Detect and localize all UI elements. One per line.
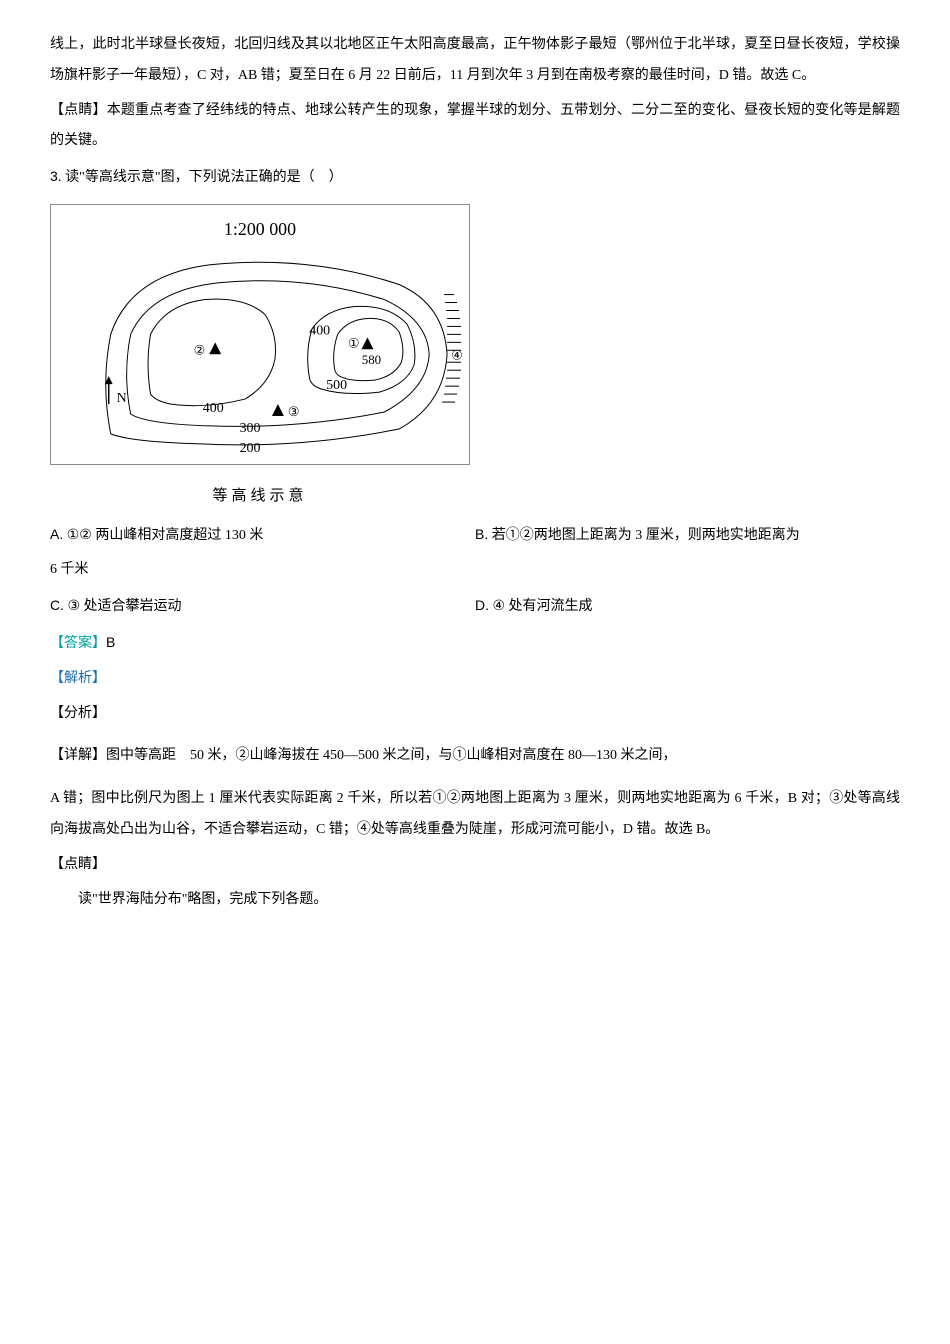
xiangjie-text-1: 图中等高距 50 米，②山峰海拔在 450—500 米之间，与①山峰相对高度在 …	[106, 748, 677, 763]
marker-2: ②	[194, 342, 206, 357]
contour-diagram: 1:200 000 200 300 400 400 500 ① 580 ② ③	[50, 204, 470, 513]
label-400-right: 400	[309, 323, 330, 338]
option-a-text: ①② 两山峰相对高度超过 130 米	[67, 528, 264, 543]
option-a: A. ①② 两山峰相对高度超过 130 米	[50, 519, 475, 552]
fenxi-line: 【分析】	[50, 699, 900, 730]
option-c-text: ③ 处适合攀岩运动	[68, 599, 182, 614]
option-c: C. ③ 处适合攀岩运动	[50, 590, 475, 623]
option-b-label: B.	[475, 526, 488, 542]
marker-1: ①	[348, 335, 360, 350]
label-200: 200	[240, 441, 261, 456]
label-400-left: 400	[203, 401, 224, 416]
marker-3: ③	[288, 404, 300, 419]
contour-svg: 1:200 000 200 300 400 400 500 ① 580 ② ③	[50, 204, 470, 465]
answer-label: 【答案】	[50, 636, 106, 651]
label-500: 500	[326, 378, 347, 393]
label-300: 300	[240, 421, 261, 436]
option-d-text: ④ 处有河流生成	[493, 599, 593, 614]
options-row-2: C. ③ 处适合攀岩运动 D. ④ 处有河流生成	[50, 590, 900, 623]
question-3-stem: 3. 读"等高线示意"图，下列说法正确的是（ ）	[50, 161, 900, 194]
option-b-continuation: 6 千米	[50, 555, 900, 586]
dianqing-text: 本题重点考查了经纬线的特点、地球公转产生的现象，掌握半球的划分、五带划分、二分二…	[50, 103, 900, 149]
label-580: 580	[362, 352, 381, 367]
option-a-label: A.	[50, 526, 63, 542]
options-row-1: A. ①② 两山峰相对高度超过 130 米 B. 若①②两地图上距离为 3 厘米…	[50, 519, 900, 552]
q3-number: 3.	[50, 168, 62, 184]
scale-text: 1:200 000	[224, 219, 296, 239]
dianqing2-line: 【点睛】	[50, 850, 900, 881]
dianqing-paragraph: 【点睛】本题重点考查了经纬线的特点、地球公转产生的现象，掌握半球的划分、五带划分…	[50, 96, 900, 158]
last-paragraph: 读"世界海陆分布"略图，完成下列各题。	[50, 885, 900, 916]
xiangjie-label: 【详解】	[50, 748, 106, 763]
jiexi-line: 【解析】	[50, 664, 900, 695]
option-b-text: 若①②两地图上距离为 3 厘米，则两地实地距离为	[492, 528, 800, 543]
fenxi-label: 【分析】	[50, 706, 106, 721]
jiexi-label: 【解析】	[50, 671, 106, 686]
option-d-label: D.	[475, 597, 489, 613]
diagram-caption: 等高线示意	[50, 480, 470, 513]
xiangjie-line-2: A 错；图中比例尺为图上 1 厘米代表实际距离 2 千米，所以若①②两地图上距离…	[50, 784, 900, 846]
dianqing2-label: 【点睛】	[50, 857, 106, 872]
option-c-label: C.	[50, 597, 64, 613]
answer-line: 【答案】B	[50, 627, 900, 660]
intro-paragraph: 线上，此时北半球昼长夜短，北回归线及其以北地区正午太阳高度最高，正午物体影子最短…	[50, 30, 900, 92]
q3-stem-text: 读"等高线示意"图，下列说法正确的是（ ）	[65, 170, 342, 185]
xiangjie-line-1: 【详解】图中等高距 50 米，②山峰海拔在 450—500 米之间，与①山峰相对…	[50, 741, 900, 772]
north-label: N	[117, 391, 127, 406]
option-b: B. 若①②两地图上距离为 3 厘米，则两地实地距离为	[475, 519, 900, 552]
marker-4: ④	[451, 347, 463, 362]
answer-value: B	[106, 634, 115, 650]
dianqing-label: 【点睛】	[50, 103, 107, 118]
option-d: D. ④ 处有河流生成	[475, 590, 900, 623]
